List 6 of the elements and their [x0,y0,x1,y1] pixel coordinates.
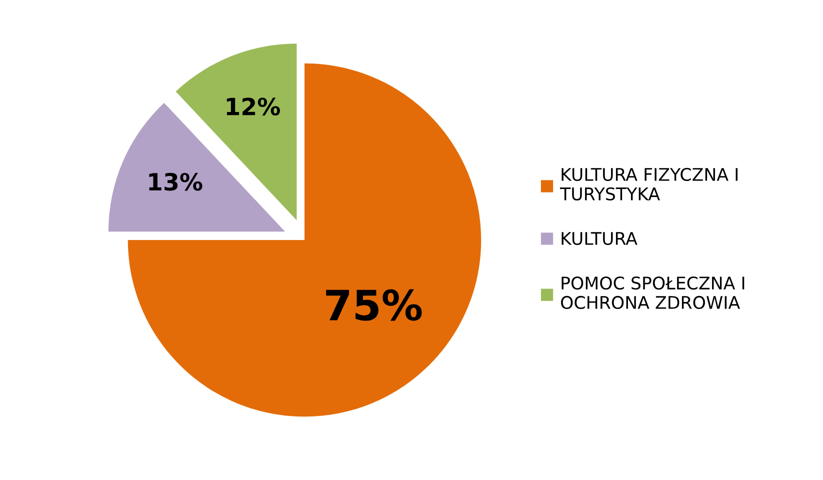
legend-label: POMOC SPOŁECZNA I OCHRONA ZDROWIA [561,276,744,310]
data-label: 12% [226,98,280,116]
legend-label: KULTURA [562,232,638,246]
data-label: 13% [149,172,202,191]
legend-label: KULTURA FIZYCZNA I TURYSTYKA [560,168,738,200]
data-label: 75% [326,289,422,321]
